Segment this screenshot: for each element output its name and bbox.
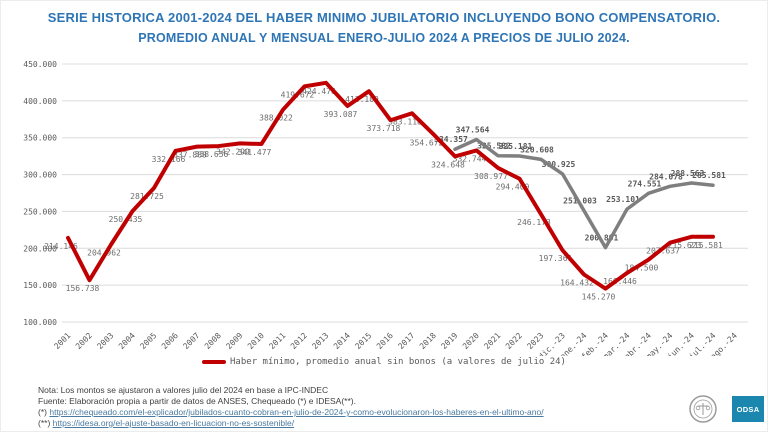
x-axis-tick: 2011 — [267, 331, 287, 351]
footnote-ref1-link[interactable]: https://chequeado.com/el-explicador/jubi… — [49, 407, 544, 417]
x-axis-tick: 2002 — [74, 331, 94, 351]
x-axis-tick: 2007 — [181, 331, 201, 351]
x-axis-tick: 2008 — [203, 331, 223, 351]
data-label-con-bonos: 334.357 — [434, 135, 468, 144]
university-seal-icon — [689, 395, 717, 423]
x-axis-tick: 2022 — [504, 331, 524, 351]
data-label-con-bonos: 320.608 — [520, 145, 554, 154]
y-axis-tick: 350.000 — [23, 134, 57, 143]
series-line-con-bonos — [453, 137, 715, 250]
footnotes: Nota: Los montos se ajustaron a valores … — [38, 385, 544, 429]
x-axis-tick: 2013 — [310, 331, 330, 351]
x-axis-tick: 2016 — [375, 331, 395, 351]
data-label-sin-bonos: 308.977 — [474, 172, 508, 181]
data-label-sin-bonos: 337.888 — [173, 151, 207, 160]
data-label-sin-bonos: 215.623 — [668, 241, 702, 250]
x-axis-tick: 2015 — [353, 331, 373, 351]
data-label-con-bonos: 253.101 — [606, 195, 640, 204]
data-label-con-bonos: 285.581 — [692, 171, 726, 180]
data-label-con-bonos: 288.563 — [671, 169, 705, 178]
data-label-con-bonos: 300.925 — [542, 160, 576, 169]
data-label-sin-bonos: 215.581 — [689, 241, 723, 250]
x-axis-tick: 2006 — [160, 331, 180, 351]
footnote-ref2-link[interactable]: https://idesa.org/el-ajuste-basado-en-li… — [52, 418, 295, 428]
data-label-sin-bonos: 294.400 — [496, 183, 530, 192]
data-label-sin-bonos: 338.656 — [195, 150, 229, 159]
data-label-sin-bonos: 373.718 — [367, 124, 401, 133]
footnote-ref2: (**) https://idesa.org/el-ajuste-basado-… — [38, 418, 544, 429]
x-axis-tick: 2021 — [482, 331, 502, 351]
data-label-sin-bonos: 145.270 — [582, 293, 616, 302]
x-axis-tick: 2009 — [224, 331, 244, 351]
x-axis-tick: 2005 — [138, 331, 158, 351]
data-label-sin-bonos: 184.500 — [625, 264, 659, 273]
footnote-nota: Nota: Los montos se ajustaron a valores … — [38, 385, 329, 395]
x-axis-tick: 2018 — [418, 331, 438, 351]
x-axis-tick: 2001 — [52, 331, 72, 351]
data-label-sin-bonos: 424.476 — [302, 87, 336, 96]
data-label-sin-bonos: 383.118 — [388, 117, 422, 126]
chart-legend: Haber mínimo, promedio anual sin bonos (… — [0, 357, 768, 367]
y-axis-tick: 100.000 — [23, 318, 57, 327]
data-label-sin-bonos: 164.432 — [560, 279, 594, 288]
data-label-con-bonos: 347.564 — [456, 126, 490, 135]
chart-title-line2: PROMEDIO ANUAL Y MENSUAL ENERO-JULIO 202… — [138, 31, 630, 45]
y-axis-tick: 400.000 — [23, 97, 57, 106]
data-label-sin-bonos: 341.477 — [238, 148, 272, 157]
series-line-sin-bonos — [66, 80, 715, 291]
data-label-sin-bonos: 156.738 — [66, 284, 100, 293]
data-label-sin-bonos: 166.446 — [603, 277, 637, 286]
data-label-sin-bonos: 354.672 — [410, 138, 444, 147]
x-axis-tick: 2003 — [95, 331, 115, 351]
x-axis-tick: 2020 — [461, 331, 481, 351]
x-axis-tick: 2010 — [246, 331, 266, 351]
data-label-con-bonos: 284.078 — [649, 172, 683, 181]
data-label-sin-bonos: 332.744 — [453, 154, 487, 163]
y-axis-tick: 450.000 — [23, 60, 57, 69]
data-label-sin-bonos: 197.361 — [539, 254, 573, 263]
chart-canvas: 100.000 150.000 200.000 250.000 300.000 350.0… — [23, 60, 748, 356]
data-label-con-bonos: 325.582 — [477, 142, 511, 151]
footnote-ref1-prefix: (*) — [38, 407, 47, 417]
x-axis-tick: 2012 — [289, 331, 309, 351]
data-label-sin-bonos: 413.109 — [345, 95, 379, 104]
x-axis-tick: 2017 — [396, 331, 416, 351]
data-label-sin-bonos: 246.173 — [517, 218, 551, 227]
footnote-ref2-prefix: (**) — [38, 418, 51, 428]
data-label-sin-bonos: 207.637 — [646, 247, 680, 256]
data-label-con-bonos: 325.181 — [499, 142, 533, 151]
odsa-logo: ODSA — [732, 396, 764, 422]
data-label-con-bonos: 274.551 — [628, 179, 662, 188]
data-label-sin-bonos: 342.299 — [216, 147, 250, 156]
footnote-ref1: (*) https://chequeado.com/el-explicador/… — [38, 407, 544, 418]
legend-label: Haber mínimo, promedio anual sin bonos (… — [230, 357, 566, 367]
y-axis-tick: 200.000 — [23, 244, 57, 253]
x-axis-tick: 2004 — [117, 331, 137, 351]
legend-line-marker — [202, 360, 227, 364]
data-label-sin-bonos: 324.648 — [431, 160, 465, 169]
data-label-sin-bonos: 214.146 — [44, 242, 78, 251]
y-axis-tick: 150.000 — [23, 281, 57, 290]
x-axis-tick: 2014 — [332, 331, 352, 351]
footnote-fuente: Fuente: Elaboración propia a partir de d… — [38, 396, 356, 406]
x-axis-tick: 2019 — [439, 331, 459, 351]
data-label-sin-bonos: 393.087 — [324, 110, 358, 119]
chart-title-line1: SERIE HISTORICA 2001-2024 DEL HABER MINI… — [47, 10, 721, 25]
logo-area: ODSA — [688, 394, 764, 424]
y-axis-tick: 300.000 — [23, 171, 57, 180]
y-axis-tick: 250.000 — [23, 207, 57, 216]
